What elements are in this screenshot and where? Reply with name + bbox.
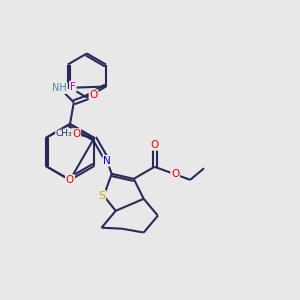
Text: O: O (89, 90, 98, 100)
Text: O: O (72, 129, 80, 139)
Text: S: S (98, 191, 105, 201)
Text: F: F (70, 82, 76, 92)
Text: N: N (103, 156, 111, 166)
Text: NH: NH (52, 83, 67, 93)
Text: O: O (150, 140, 159, 150)
Text: O: O (66, 175, 74, 185)
Text: CH₃: CH₃ (56, 130, 73, 139)
Text: O: O (171, 169, 179, 179)
